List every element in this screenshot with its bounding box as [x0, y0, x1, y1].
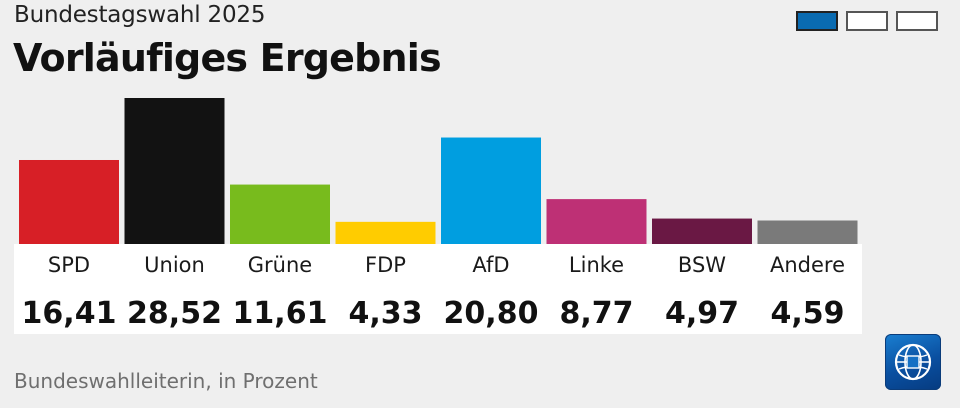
- category-label-gr-ne: Grüne: [248, 253, 312, 277]
- chart-title: Vorläufiges Ergebnis: [13, 36, 442, 80]
- value-label-fdp: 4,33: [348, 296, 422, 331]
- category-label-spd: SPD: [48, 253, 90, 277]
- bar-fdp: [335, 221, 436, 244]
- category-label-union: Union: [144, 253, 205, 277]
- bar-linke: [546, 199, 647, 244]
- category-label-afd: AfD: [472, 253, 509, 277]
- bar-andere: [757, 220, 858, 244]
- value-label-linke: 8,77: [559, 296, 633, 331]
- value-label-union: 28,52: [127, 296, 222, 331]
- pager-dot-1[interactable]: [796, 11, 838, 31]
- chart-subtitle: Bundestagswahl 2025: [14, 2, 266, 28]
- pager-dot-2[interactable]: [846, 11, 888, 31]
- category-label-bsw: BSW: [678, 253, 726, 277]
- bar-spd: [19, 159, 119, 244]
- source-note: Bundeswahlleiterin, in Prozent: [14, 369, 318, 393]
- value-label-bsw: 4,97: [665, 296, 739, 331]
- bar-union: [124, 98, 225, 244]
- bar-bsw: [652, 218, 752, 244]
- category-label-linke: Linke: [569, 253, 624, 277]
- pager-dot-3[interactable]: [896, 11, 938, 31]
- value-label-afd: 20,80: [444, 296, 539, 331]
- value-label-gr-ne: 11,61: [233, 296, 328, 331]
- labels-band: [14, 244, 862, 334]
- bar-gr-ne: [230, 184, 330, 244]
- value-label-andere: 4,59: [770, 296, 844, 331]
- tagesschau-logo-icon: [885, 334, 941, 390]
- category-label-andere: Andere: [770, 253, 845, 277]
- value-label-spd: 16,41: [22, 296, 117, 331]
- bar-afd: [441, 137, 541, 244]
- category-label-fdp: FDP: [365, 253, 406, 277]
